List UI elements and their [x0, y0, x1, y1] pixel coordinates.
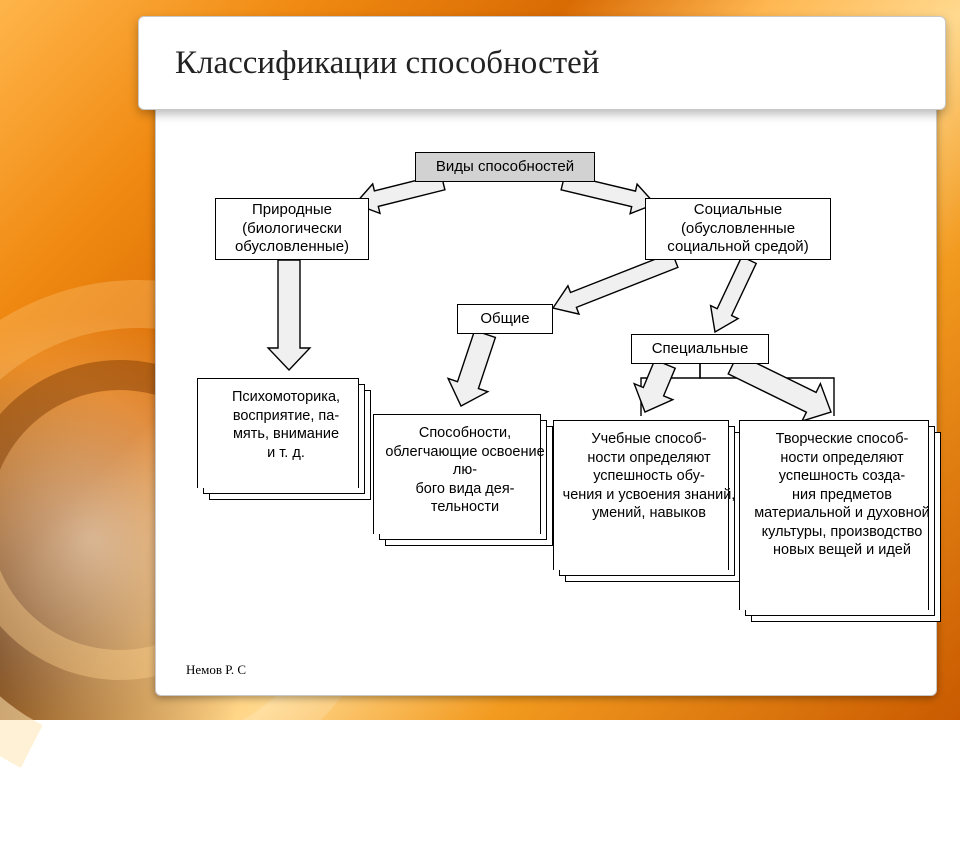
- node-soc: Социальные(обусловленныесоциальной средо…: [645, 198, 831, 260]
- arrow-soc-spec: [711, 257, 757, 332]
- diagram-area: Виды способностей Природные(биологическио…: [155, 118, 935, 678]
- arrow-nat-l1: [268, 260, 310, 370]
- credit-text: Немов Р. С: [186, 662, 246, 678]
- node-nat: Природные(биологическиобусловленные): [215, 198, 369, 260]
- arrow-soc-gen: [553, 253, 678, 315]
- leaf-l2: Способности, облегчающие освоение лю-бог…: [373, 414, 555, 548]
- arrow-spec-l3: [634, 360, 675, 412]
- node-gen: Общие: [457, 304, 553, 334]
- leaf-l4: Творческие способ-ности определяют успеш…: [739, 420, 943, 624]
- arrow-gen-l2: [448, 331, 495, 407]
- slide-title: Классификации способностей: [175, 45, 599, 82]
- node-spec: Специальные: [631, 334, 769, 364]
- node-root: Виды способностей: [415, 152, 595, 182]
- leaf-l1: Психомоторика, восприятие, па-мять, вним…: [197, 378, 373, 502]
- arrow-spec-l4: [728, 354, 831, 421]
- title-card: Классификации способностей: [138, 16, 946, 110]
- leaf-l3: Учебные способ-ности определяют успешнос…: [553, 420, 743, 584]
